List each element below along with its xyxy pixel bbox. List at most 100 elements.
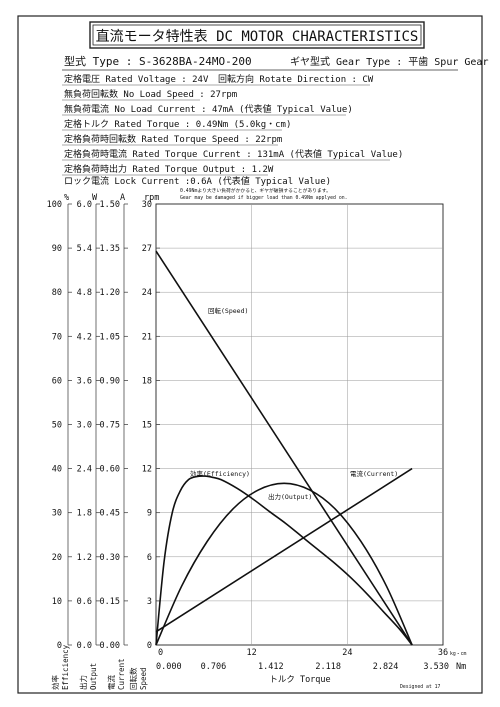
axis-tick-label: 0.45 <box>100 509 120 519</box>
axis-tick-label: 0.75 <box>100 421 120 431</box>
torque-axis-label: トルク Torque <box>269 675 330 685</box>
spec-voltage: 定格電圧 Rated Voltage : 24V <box>64 73 209 85</box>
speed-ticks: 0 3 6 9 12 15 18 21 24 27 30 <box>142 200 160 651</box>
speed-label-en: Speed <box>139 667 148 690</box>
axis-tick-label: 0.6 <box>77 597 92 607</box>
footer-text: Designed at 17 <box>400 684 441 690</box>
axis-tick-label: 2.4 <box>77 465 92 475</box>
axis-tick-label: 60 <box>52 376 62 386</box>
torque-kgcm-tick: 0 <box>158 648 163 658</box>
series-layer <box>155 250 413 646</box>
axis-tick-label: 0 <box>57 641 62 651</box>
output-unit: W <box>92 193 98 203</box>
torque-nm-tick: 1.412 <box>258 662 284 672</box>
axis-tick-label: 15 <box>142 421 152 431</box>
axis-tick-label: 1.20 <box>100 288 120 298</box>
efficiency-axis-label: 効率 Efficiency <box>50 644 70 690</box>
axis-tick-label: 1.8 <box>77 509 92 519</box>
output-label-jp: 出力 <box>78 675 88 690</box>
efficiency-curve-label: 効率(Efficiency) <box>190 469 250 478</box>
spec-rated-torque-current: 定格負荷時電流 Rated Torque Current : 131mA (代表… <box>64 148 403 160</box>
page-title: 直流モータ特性表 DC MOTOR CHARACTERISTICS <box>96 28 419 45</box>
axis-tick-label: 50 <box>52 421 62 431</box>
torque-nm-tick: 0.706 <box>201 662 227 672</box>
spec-no-load-speed: 無負荷回転数 No Load Speed : 27rpm <box>64 88 237 100</box>
axis-tick-label: 100 <box>47 200 62 210</box>
axis-tick-label: 4.2 <box>77 332 92 342</box>
title-box-outer <box>89 21 425 49</box>
speed-axis-label: 回転数 Speed <box>128 667 148 690</box>
axis-tick-label: 24 <box>142 288 152 298</box>
axis-tick-label: 0.15 <box>100 597 120 607</box>
axis-tick-label: 10 <box>52 597 62 607</box>
axis-tick-label: 27 <box>142 244 152 254</box>
axis-tick-label: 0 <box>147 641 152 651</box>
spec-lock-current: ロック電流 Lock Current :0.6A (代表値 Typical Va… <box>64 175 331 187</box>
torque-kgcm-tick: 36 <box>438 648 448 658</box>
efficiency-label-jp: 効率 <box>50 675 60 690</box>
axis-tick-label: 0.30 <box>100 553 120 563</box>
output-label-en: Output <box>89 663 98 690</box>
spec-rated-torque: 定格トルク Rated Torque : 0.49Nm (5.0kg・cm) <box>64 118 291 130</box>
speed-unit: rpm <box>144 193 159 203</box>
output-curve-label: 出力(Output) <box>268 492 312 501</box>
axis-tick-label: 5.4 <box>77 244 92 254</box>
axis-tick-label: 40 <box>52 465 62 475</box>
axis-tick-label: 20 <box>52 553 62 563</box>
current-label-jp: 電流 <box>106 675 116 690</box>
axis-tick-label: 6 <box>147 553 152 563</box>
axis-tick-label: 80 <box>52 288 62 298</box>
spec-rated-torque-speed: 定格負荷時回転数 Rated Torque Speed : 22rpm <box>64 133 282 145</box>
axis-tick-label: 70 <box>52 332 62 342</box>
title-box-inner <box>92 24 422 46</box>
efficiency-ticks: 0 10 20 30 40 50 60 70 80 90 100 <box>47 200 72 651</box>
axis-tick-label: 1.2 <box>77 553 92 563</box>
current-line <box>155 467 413 633</box>
spec-rated-torque-output: 定格負荷時出力 Rated Torque Output : 1.2W <box>64 163 274 175</box>
torque-kgcm-tick: 24 <box>342 648 352 658</box>
current-axis-label: 電流 Current <box>106 658 126 690</box>
axis-tick-label: 0.0 <box>77 641 92 651</box>
output-ticks: 0.0 0.6 1.2 1.8 2.4 3.0 3.6 4.2 4.8 5.4 6.0 <box>77 200 100 651</box>
output-curve <box>155 482 413 646</box>
axis-tick-label: 3 <box>147 597 152 607</box>
torque-nm-tick: 2.118 <box>315 662 341 672</box>
axis-tick-label: 3.6 <box>77 376 92 386</box>
spec-rotation: 回転方向 Rotate Direction : CW <box>218 73 374 85</box>
model-text: 型式 Type : S-3628BA-24MO-200 <box>64 54 252 68</box>
torque-kgcm-unit: kg・cm <box>450 651 466 657</box>
torque-nm-tick: 0.000 <box>156 662 182 672</box>
axis-tick-label: 18 <box>142 376 152 386</box>
torque-kgcm-ticks: 0 12 24 36 <box>158 648 448 658</box>
speed-curve-label: 回転(Speed) <box>208 307 248 315</box>
speed-label-jp: 回転数 <box>128 667 138 690</box>
axis-tick-label: 6.0 <box>77 200 92 210</box>
axis-tick-label: 30 <box>52 509 62 519</box>
axis-tick-label: 3.0 <box>77 421 92 431</box>
current-label-en: Current <box>117 658 126 690</box>
axis-tick-label: 1.50 <box>100 200 120 210</box>
axis-tick-label: 90 <box>52 244 62 254</box>
axis-tick-label: 4.8 <box>77 288 92 298</box>
axis-tick-label: 21 <box>142 332 152 342</box>
speed-line <box>155 250 413 646</box>
efficiency-unit: % <box>64 193 69 203</box>
torque-nm-unit: Nm <box>456 662 466 672</box>
current-unit: A <box>120 193 125 203</box>
torque-kgcm-tick: 12 <box>247 648 257 658</box>
page-border <box>17 15 483 694</box>
efficiency-label-en: Efficiency <box>61 644 70 690</box>
output-axis-label: 出力 Output <box>78 663 98 690</box>
current-ticks: 0.00 0.15 0.30 0.45 0.60 0.75 0.90 1.05 1.20 1.35… <box>100 200 128 651</box>
axis-tick-label: 1.05 <box>100 332 120 342</box>
grid-horizontal <box>156 247 443 602</box>
efficiency-curve <box>155 475 413 646</box>
axis-tick-label: 9 <box>147 509 152 519</box>
torque-nm-tick: 3.530 <box>423 662 449 672</box>
gear-text: ギヤ型式 Gear Type : 平歯 Spur Gear <box>290 55 488 68</box>
current-curve-label: 電流(Current) <box>350 469 398 478</box>
axis-tick-label: 1.35 <box>100 244 120 254</box>
axis-tick-label: 30 <box>142 200 152 210</box>
